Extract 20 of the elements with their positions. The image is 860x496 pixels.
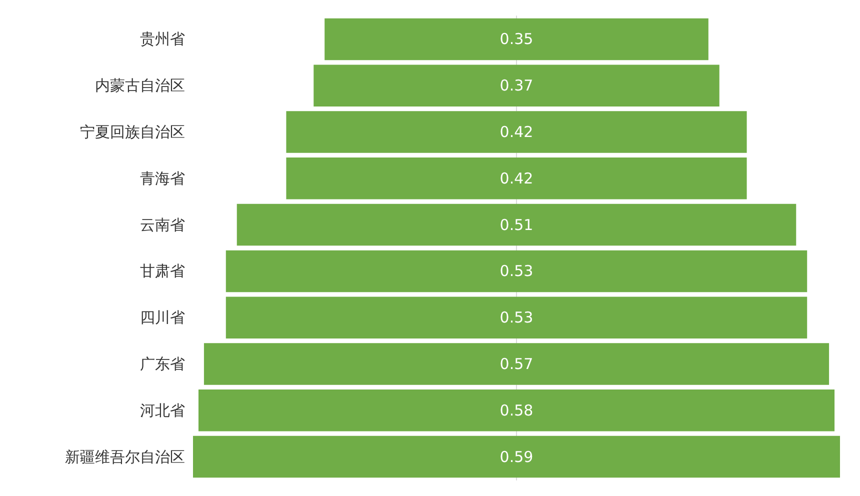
data-label: 0.57 (500, 355, 534, 373)
data-label: 0.51 (500, 216, 534, 234)
data-label: 0.35 (500, 30, 534, 48)
data-label: 0.42 (500, 169, 534, 188)
data-label: 0.37 (500, 76, 534, 95)
data-label: 0.53 (500, 262, 534, 280)
data-label: 0.53 (500, 308, 534, 327)
category-label: 内蒙古自治区 (95, 76, 185, 95)
category-label: 四川省 (140, 308, 185, 327)
data-label: 0.42 (500, 123, 534, 141)
data-label: 0.59 (500, 448, 534, 466)
data-label: 0.58 (500, 401, 534, 420)
category-label: 新疆维吾尔自治区 (65, 448, 185, 466)
category-label: 青海省 (140, 169, 185, 188)
category-label: 广东省 (140, 355, 185, 373)
category-label: 贵州省 (140, 30, 185, 48)
category-label: 河北省 (140, 401, 185, 420)
category-label: 宁夏回族自治区 (80, 123, 185, 141)
category-label: 云南省 (140, 216, 185, 234)
category-label: 甘肃省 (140, 262, 185, 280)
